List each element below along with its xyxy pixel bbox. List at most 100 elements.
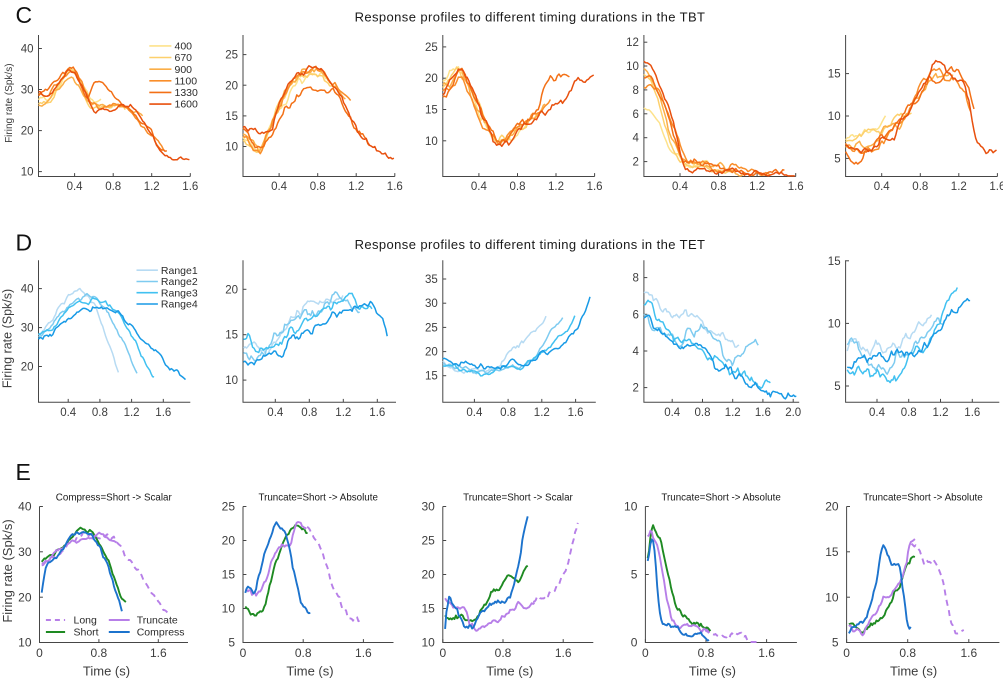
svg-text:0.8: 0.8 bbox=[92, 407, 108, 419]
svg-text:0.8: 0.8 bbox=[695, 407, 711, 419]
svg-text:10: 10 bbox=[18, 636, 32, 650]
svg-text:30: 30 bbox=[21, 323, 34, 335]
svg-text:30: 30 bbox=[18, 545, 32, 559]
svg-text:10: 10 bbox=[21, 167, 34, 179]
svg-text:1.6: 1.6 bbox=[788, 181, 804, 193]
svg-text:0.8: 0.8 bbox=[510, 181, 526, 193]
svg-text:15: 15 bbox=[421, 602, 435, 616]
svg-text:0: 0 bbox=[240, 646, 247, 660]
svg-text:40: 40 bbox=[21, 284, 34, 296]
svg-text:Time (s): Time (s) bbox=[83, 664, 130, 679]
svg-text:1330: 1330 bbox=[175, 87, 199, 99]
svg-text:Truncate=Short -> Absolute: Truncate=Short -> Absolute bbox=[863, 493, 983, 504]
svg-text:20: 20 bbox=[225, 80, 238, 92]
svg-text:15: 15 bbox=[225, 330, 238, 342]
svg-text:20: 20 bbox=[21, 126, 34, 138]
svg-text:1.2: 1.2 bbox=[144, 181, 160, 193]
svg-text:0: 0 bbox=[631, 636, 638, 650]
svg-text:0: 0 bbox=[642, 646, 649, 660]
svg-text:Truncate=Short -> Scalar: Truncate=Short -> Scalar bbox=[463, 493, 573, 504]
svg-text:0.8: 0.8 bbox=[91, 646, 108, 660]
svg-text:1.6: 1.6 bbox=[568, 407, 584, 419]
svg-text:5: 5 bbox=[631, 568, 638, 582]
svg-text:Firing rate (Spk/s): Firing rate (Spk/s) bbox=[0, 519, 15, 622]
svg-text:10: 10 bbox=[225, 375, 238, 387]
svg-text:15: 15 bbox=[225, 111, 238, 123]
svg-text:1.6: 1.6 bbox=[355, 646, 372, 660]
svg-text:1.2: 1.2 bbox=[534, 407, 550, 419]
svg-text:20: 20 bbox=[222, 534, 236, 548]
svg-text:30: 30 bbox=[425, 298, 438, 310]
svg-text:15: 15 bbox=[425, 371, 438, 383]
svg-text:Range2: Range2 bbox=[161, 276, 198, 288]
svg-text:1.6: 1.6 bbox=[964, 407, 980, 419]
svg-text:1600: 1600 bbox=[175, 99, 199, 111]
svg-text:2.0: 2.0 bbox=[785, 407, 801, 419]
svg-text:20: 20 bbox=[18, 590, 32, 604]
svg-text:1.2: 1.2 bbox=[548, 181, 564, 193]
svg-text:Time (s): Time (s) bbox=[689, 664, 736, 679]
svg-text:8: 8 bbox=[632, 273, 638, 285]
svg-text:0.8: 0.8 bbox=[310, 181, 326, 193]
svg-text:0.8: 0.8 bbox=[899, 646, 916, 660]
svg-text:2: 2 bbox=[632, 383, 638, 395]
svg-text:20: 20 bbox=[825, 500, 839, 514]
svg-text:10: 10 bbox=[425, 136, 438, 148]
svg-text:0.4: 0.4 bbox=[471, 181, 488, 193]
svg-text:0.8: 0.8 bbox=[901, 407, 917, 419]
svg-text:1.2: 1.2 bbox=[725, 407, 741, 419]
svg-text:0.4: 0.4 bbox=[466, 407, 483, 419]
svg-text:1.2: 1.2 bbox=[933, 407, 949, 419]
svg-text:1.2: 1.2 bbox=[749, 181, 765, 193]
svg-text:400: 400 bbox=[175, 41, 193, 53]
svg-text:15: 15 bbox=[828, 256, 841, 268]
svg-text:25: 25 bbox=[425, 42, 438, 54]
svg-text:0.8: 0.8 bbox=[711, 181, 727, 193]
svg-text:0.8: 0.8 bbox=[295, 646, 312, 660]
svg-text:5: 5 bbox=[228, 636, 235, 650]
svg-text:Long: Long bbox=[74, 615, 98, 627]
svg-text:Response profiles to different: Response profiles to different timing du… bbox=[355, 237, 706, 252]
svg-text:1.2: 1.2 bbox=[348, 181, 364, 193]
svg-text:5: 5 bbox=[834, 154, 840, 166]
svg-text:6: 6 bbox=[632, 109, 638, 121]
svg-text:0.8: 0.8 bbox=[495, 646, 512, 660]
svg-text:Time (s): Time (s) bbox=[486, 664, 533, 679]
svg-text:0.8: 0.8 bbox=[912, 181, 928, 193]
svg-text:10: 10 bbox=[626, 61, 639, 73]
svg-text:0: 0 bbox=[843, 646, 850, 660]
svg-text:Time (s): Time (s) bbox=[890, 664, 937, 679]
svg-text:25: 25 bbox=[421, 534, 435, 548]
svg-text:0.4: 0.4 bbox=[874, 181, 891, 193]
svg-text:900: 900 bbox=[175, 64, 193, 76]
svg-text:1.6: 1.6 bbox=[755, 407, 771, 419]
svg-text:20: 20 bbox=[421, 568, 435, 582]
svg-text:15: 15 bbox=[825, 545, 839, 559]
svg-text:12: 12 bbox=[626, 37, 639, 49]
svg-text:Response profiles to different: Response profiles to different timing du… bbox=[355, 10, 706, 25]
svg-text:35: 35 bbox=[425, 274, 438, 286]
svg-text:25: 25 bbox=[425, 322, 438, 334]
svg-text:Firing rate (Spk/s): Firing rate (Spk/s) bbox=[1, 289, 15, 388]
svg-text:E: E bbox=[16, 459, 31, 485]
svg-text:670: 670 bbox=[175, 52, 193, 64]
svg-text:0.8: 0.8 bbox=[698, 646, 715, 660]
svg-text:8: 8 bbox=[632, 85, 638, 97]
svg-text:0.4: 0.4 bbox=[271, 181, 288, 193]
svg-text:0.4: 0.4 bbox=[672, 181, 689, 193]
svg-text:1.6: 1.6 bbox=[989, 181, 1003, 193]
svg-text:0.4: 0.4 bbox=[664, 407, 681, 419]
svg-text:30: 30 bbox=[21, 85, 34, 97]
svg-text:Range4: Range4 bbox=[161, 299, 198, 311]
svg-text:15: 15 bbox=[425, 105, 438, 117]
svg-text:10: 10 bbox=[624, 500, 638, 514]
svg-text:0.4: 0.4 bbox=[60, 407, 77, 419]
svg-text:10: 10 bbox=[222, 602, 236, 616]
svg-text:5: 5 bbox=[832, 636, 839, 650]
svg-text:1.6: 1.6 bbox=[387, 181, 403, 193]
svg-text:10: 10 bbox=[828, 111, 841, 123]
svg-text:15: 15 bbox=[222, 568, 236, 582]
svg-text:10: 10 bbox=[828, 319, 841, 331]
svg-text:1.6: 1.6 bbox=[960, 646, 977, 660]
svg-text:1.6: 1.6 bbox=[369, 407, 385, 419]
